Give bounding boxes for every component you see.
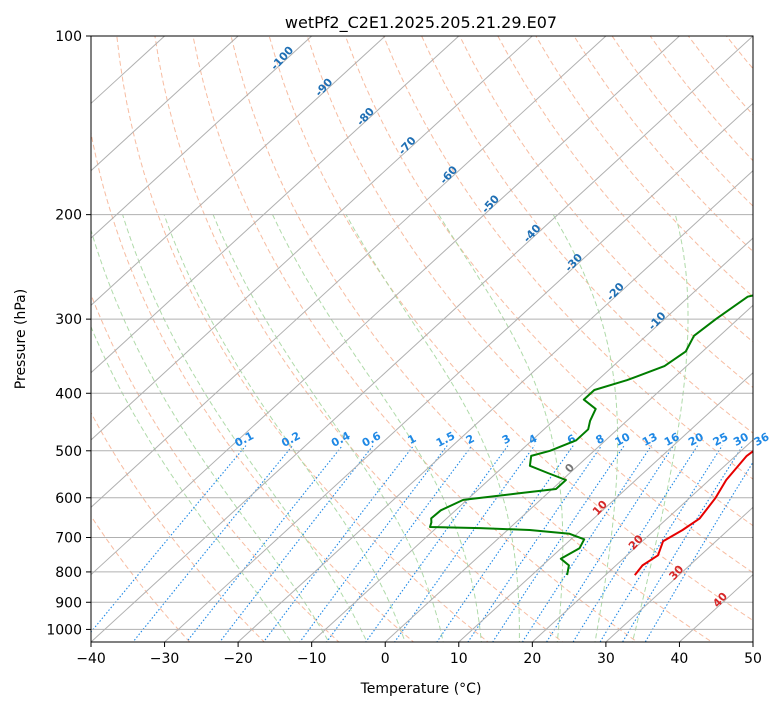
isotherm-gridline [458, 372, 753, 642]
dry-adiabat [91, 130, 415, 642]
moist-adiabat [212, 214, 444, 642]
y-tick-label: 300 [55, 312, 82, 328]
y-tick-label: 700 [55, 531, 82, 547]
moist-adiabat [272, 214, 482, 642]
dry-adiabat [91, 411, 265, 642]
dry-adiabat [154, 36, 564, 642]
isotherm-gridline [311, 237, 753, 642]
mixing-ratio-line [262, 445, 415, 642]
mixing-ratio-line [545, 445, 674, 642]
dry-adiabat [91, 515, 191, 642]
chart-title: wetPf2_C2E1.2025.205.21.29.E07 [285, 13, 557, 33]
x-tick-label: 30 [597, 651, 615, 667]
isotherm-gridline [91, 36, 607, 509]
moist-adiabat [91, 228, 330, 642]
y-tick-label: 500 [55, 444, 82, 460]
moist-adiabat [163, 214, 406, 642]
y-tick-label: 900 [55, 595, 82, 611]
sounding-profiles [429, 294, 753, 576]
y-tick-label: 600 [55, 491, 82, 507]
dry-adiabat [91, 293, 340, 642]
isotherm-gridline [91, 36, 239, 172]
isotherm-gridline [91, 36, 680, 576]
y-tick-label: 400 [55, 386, 82, 402]
dry-adiabat [230, 36, 713, 642]
mixing-ratio-label: 30 [731, 430, 751, 449]
dry-adiabat [459, 36, 753, 389]
dewpoint-line [429, 294, 753, 576]
dry-adiabat [192, 36, 639, 642]
x-tick-label: 40 [671, 651, 689, 667]
mixing-ratio-line [467, 445, 603, 642]
y-axis-label: Pressure (hPa) [13, 289, 29, 389]
x-tick-label: 20 [523, 651, 541, 667]
background-lines [91, 36, 753, 642]
y-axis: 100 200 300 400 500 600 700 800 900 1000 [46, 29, 91, 638]
isotherm-gridline [91, 36, 386, 306]
x-axis: −40 −30 −20 −10 0 10 20 30 40 50 [76, 642, 762, 667]
isotherm-gridline [91, 36, 533, 441]
dry-adiabat [116, 36, 489, 642]
x-tick-label: −30 [150, 651, 180, 667]
isotherm-gridline [91, 36, 753, 642]
mixing-ratio-label: 20 [686, 430, 706, 449]
plot-frame [90, 35, 754, 643]
x-axis-label: Temperature (°C) [360, 681, 482, 697]
x-tick-label: −20 [223, 651, 253, 667]
x-tick-label: 10 [450, 651, 468, 667]
isotherm-gridline [531, 439, 753, 642]
dry-adiabat [306, 36, 753, 574]
y-tick-label: 1000 [46, 622, 82, 638]
mixing-ratio-line [365, 445, 509, 642]
x-tick-label: −40 [76, 651, 106, 667]
x-tick-label: 50 [744, 651, 762, 667]
moist-adiabat [552, 214, 619, 642]
moist-adiabat [345, 214, 520, 642]
mixing-ratio-line [394, 445, 535, 642]
y-tick-label: 100 [55, 29, 82, 45]
dry-adiabat [382, 36, 753, 480]
y-tick-label: 800 [55, 565, 82, 581]
isotherm-gridline [237, 169, 753, 642]
moist-adiabat [91, 325, 292, 642]
moist-adiabat [631, 214, 689, 642]
isotherm-gridline [605, 506, 753, 642]
y-tick-label: 200 [55, 208, 82, 224]
isotherm-gridline [91, 36, 313, 239]
x-tick-label: 0 [381, 651, 390, 667]
mixing-ratio-label: 16 [662, 430, 682, 449]
moist-adiabat [122, 214, 368, 642]
mixing-ratio-label: 25 [711, 430, 731, 449]
mixing-ratio-label: 36 [752, 430, 772, 449]
isotherm-gridline [164, 102, 753, 642]
mixing-ratio-label: 13 [640, 430, 660, 449]
x-tick-label: −10 [297, 651, 327, 667]
isotherm-gridline [384, 304, 753, 642]
temperature-line [634, 450, 753, 576]
mixing-ratio-label: 10 [613, 430, 633, 449]
isotherm-gridline [91, 36, 460, 374]
